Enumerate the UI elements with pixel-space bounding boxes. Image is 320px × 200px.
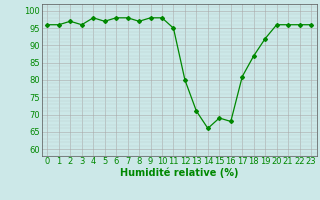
X-axis label: Humidité relative (%): Humidité relative (%) <box>120 168 238 178</box>
